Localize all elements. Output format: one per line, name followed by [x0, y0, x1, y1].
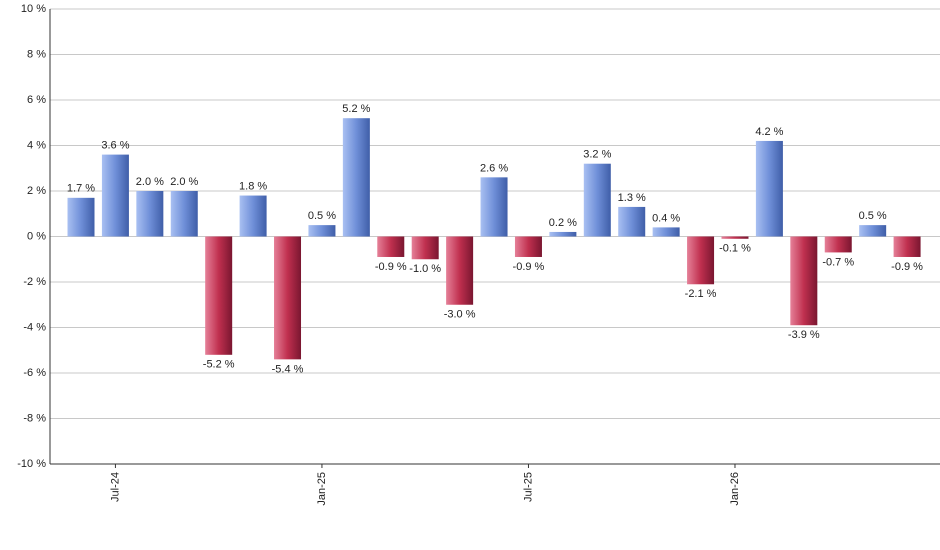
y-tick-label: 8 %	[27, 48, 46, 60]
x-tick-label: Jul-24	[109, 472, 121, 502]
bar	[652, 227, 680, 237]
data-label: -5.4 %	[272, 363, 304, 375]
bar	[618, 206, 646, 237]
bar	[377, 236, 405, 257]
data-label: 0.5 %	[859, 210, 887, 222]
bar	[549, 231, 577, 237]
bar	[274, 236, 302, 360]
data-label: 4.2 %	[755, 126, 783, 138]
data-label: -0.9 %	[375, 261, 407, 273]
bar	[170, 191, 198, 237]
data-label: 2.0 %	[170, 176, 198, 188]
bar	[411, 236, 439, 260]
data-label: 2.6 %	[480, 162, 508, 174]
x-tick-label: Jan-26	[729, 472, 741, 506]
bar	[514, 236, 542, 257]
y-tick-label: -6 %	[23, 367, 46, 379]
data-label: 5.2 %	[342, 103, 370, 115]
data-label: -0.1 %	[719, 243, 751, 255]
y-tick-label: -8 %	[23, 412, 46, 424]
bar	[239, 195, 267, 237]
data-label: -3.0 %	[444, 309, 476, 321]
y-tick-label: -4 %	[23, 321, 46, 333]
data-label: 1.8 %	[239, 180, 267, 192]
bar	[687, 236, 715, 285]
data-label: -2.1 %	[685, 288, 717, 300]
data-label: -3.9 %	[788, 329, 820, 341]
data-label: -0.9 %	[891, 261, 923, 273]
bar	[755, 140, 783, 237]
data-label: 1.3 %	[618, 192, 646, 204]
bar	[790, 236, 818, 326]
y-tick-label: 10 %	[21, 3, 46, 15]
bar	[480, 177, 508, 237]
y-tick-label: -10 %	[17, 458, 46, 470]
y-tick-label: 6 %	[27, 94, 46, 106]
bar	[824, 236, 852, 253]
data-label: 0.4 %	[652, 212, 680, 224]
bar	[446, 236, 474, 305]
y-tick-label: 4 %	[27, 139, 46, 151]
data-label: -5.2 %	[203, 359, 235, 371]
bar	[308, 225, 336, 237]
x-tick-label: Jan-25	[316, 472, 328, 506]
y-tick-label: 2 %	[27, 185, 46, 197]
data-label: 1.7 %	[67, 183, 95, 195]
bar	[101, 154, 129, 237]
data-label: 3.2 %	[583, 149, 611, 161]
bar	[205, 236, 233, 355]
bar	[136, 191, 164, 237]
data-label: -1.0 %	[409, 263, 441, 275]
data-label: 0.2 %	[549, 217, 577, 229]
data-label: 0.5 %	[308, 210, 336, 222]
y-tick-label: -2 %	[23, 276, 46, 288]
data-label: 2.0 %	[136, 176, 164, 188]
bar	[721, 236, 749, 239]
x-tick-label: Jul-25	[522, 472, 534, 502]
y-tick-label: 0 %	[27, 230, 46, 242]
bar	[893, 236, 921, 257]
data-label: 3.6 %	[101, 140, 129, 152]
bar	[67, 197, 95, 237]
data-label: -0.9 %	[513, 261, 545, 273]
bar	[583, 163, 611, 237]
bar	[342, 118, 370, 237]
data-label: -0.7 %	[822, 256, 854, 268]
bar	[859, 225, 887, 237]
